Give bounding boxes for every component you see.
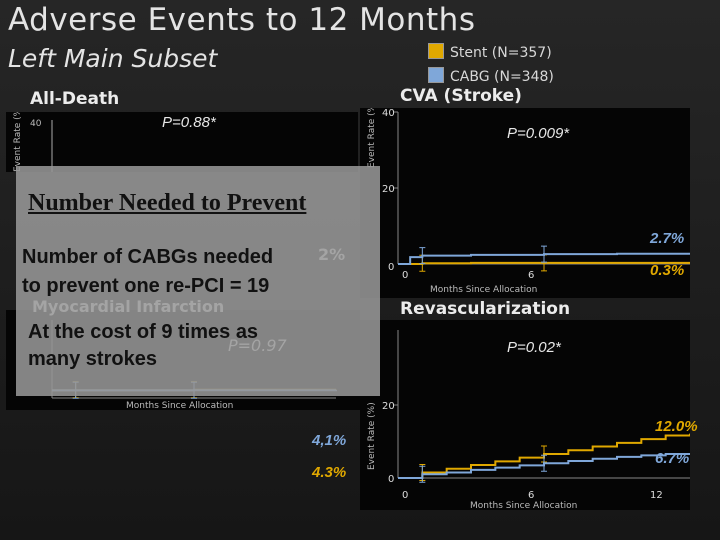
cva-ytick-40: 40 <box>382 108 395 119</box>
revasc-stent-end-label: 12.0% <box>655 418 698 435</box>
revasc-xtick-0: 0 <box>402 490 408 501</box>
mi-x-axis-label: Months Since Allocation <box>126 401 233 410</box>
cva-chart: 40 20 0 0 6 Months Since Allocation Even… <box>367 108 690 295</box>
nnt-line-3: At the cost of 9 times as <box>28 321 259 343</box>
cva-x-axis-label: Months Since Allocation <box>430 285 537 295</box>
death-p-value: P=0.88* <box>162 114 216 131</box>
revasc-cabg-errorbar-1 <box>419 465 426 483</box>
cva-xtick-0: 0 <box>402 270 408 281</box>
cva-panel <box>360 108 690 298</box>
legend-stent-label: Stent (N=357) <box>450 45 552 61</box>
death-ytick-40: 40 <box>30 119 42 129</box>
legend-cabg-label: CABG (N=348) <box>450 69 554 85</box>
revasc-xtick-12: 12 <box>650 490 663 501</box>
nnt-line-4: many strokes <box>28 348 157 370</box>
cva-series <box>398 245 690 272</box>
revasc-chart: 20 0 0 6 12 Months Since Allocation Even… <box>367 330 690 510</box>
revasc-series <box>398 433 690 483</box>
mi-ghost-p-value: P=0.97 <box>228 336 287 355</box>
slide-subtitle: Left Main Subset <box>8 44 218 73</box>
revasc-y-axis-label: Event Rate (%) <box>367 402 377 470</box>
cva-cabg-line <box>398 252 690 265</box>
death-panel-title: All-Death <box>30 89 120 109</box>
revasc-panel-title: Revascularization <box>400 299 571 319</box>
cva-stent-end-label: 0.3% <box>650 262 685 279</box>
revasc-ytick-20: 20 <box>382 401 395 412</box>
mi-ghost-title: Myocardial Infarction <box>32 297 225 316</box>
nnt-heading: Number Needed to Prevent <box>28 190 307 216</box>
death-y-axis-label: Event Rate (%) <box>13 112 23 172</box>
mi-stent-end-label: 4.3% <box>312 464 347 481</box>
cva-panel-title: CVA (Stroke) <box>400 86 522 106</box>
cva-cabg-end-label: 2.7% <box>650 230 685 247</box>
revasc-x-axis-label: Months Since Allocation <box>470 501 577 510</box>
slide-title: Adverse Events to 12 Months <box>8 2 476 38</box>
mi-cabg-end-label: 4,1% <box>312 432 347 449</box>
revasc-cabg-errorbar-6 <box>541 454 547 472</box>
death-axis: 40 Event Rate (%) <box>13 112 53 172</box>
death-ghost-label: 2% <box>318 245 346 264</box>
legend-stent: Stent (N=357) <box>428 43 552 61</box>
cva-cabg-errorbar-1 <box>419 247 426 265</box>
death-panel <box>6 112 358 172</box>
revasc-p-value: P=0.02* <box>507 339 561 356</box>
legend-stent-swatch <box>428 43 444 59</box>
revasc-ytick-0: 0 <box>388 474 394 485</box>
legend-cabg: CABG (N=348) <box>428 67 554 85</box>
legend-cabg-swatch <box>428 67 444 83</box>
cva-y-axis-label: Event Rate (%) <box>367 108 377 168</box>
cva-ytick-0: 0 <box>388 262 394 273</box>
cva-ytick-20: 20 <box>382 184 395 195</box>
cva-cabg-errorbar-6 <box>541 245 547 263</box>
revasc-xtick-6: 6 <box>528 490 534 501</box>
nnt-line-1: Number of CABGs needed <box>22 246 274 268</box>
cva-p-value: P=0.009* <box>507 125 570 142</box>
nnt-line-2: to prevent one re-PCI = 19 <box>22 275 270 297</box>
cva-xtick-6: 6 <box>528 270 534 281</box>
revasc-cabg-end-label: 6.7% <box>655 450 690 467</box>
nnt-overlay-box <box>16 166 380 396</box>
